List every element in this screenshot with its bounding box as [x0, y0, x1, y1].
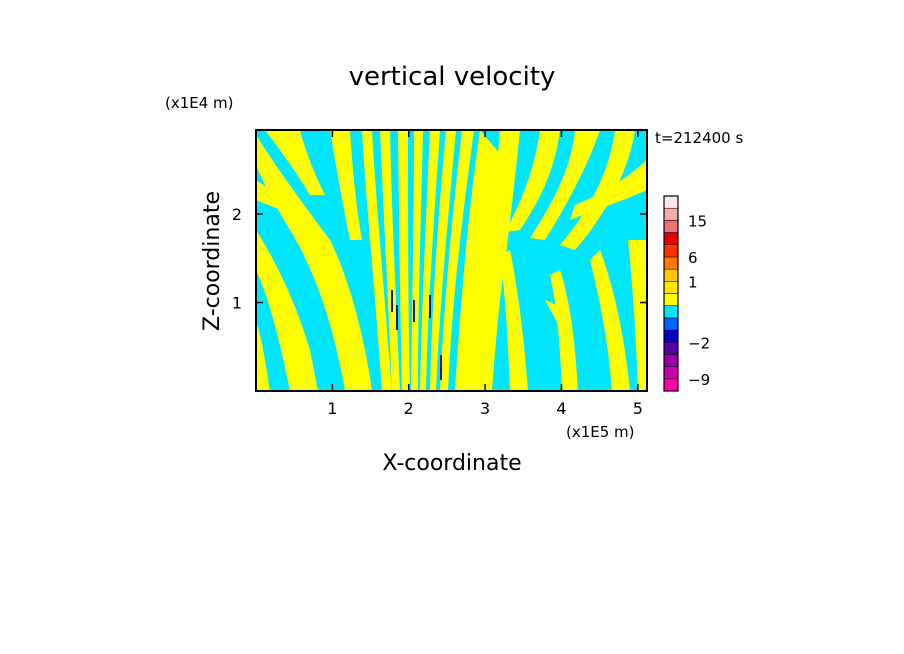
positive-velocity-band	[570, 160, 647, 220]
field-bands	[256, 130, 647, 391]
colorbar-segment	[663, 293, 679, 306]
positive-velocity-band	[500, 250, 528, 391]
colorbar-segment	[663, 195, 679, 209]
positive-velocity-band	[330, 130, 362, 240]
colorbar-segment	[663, 232, 679, 245]
colorbar-tick-label: 6	[688, 249, 698, 267]
plot-area	[256, 130, 647, 391]
colorbar-segment	[663, 281, 679, 294]
y-scale-label: (x1E4 m)	[165, 94, 234, 112]
colorbar-segment	[663, 317, 679, 331]
x-tick-label: 3	[480, 399, 490, 418]
colorbar-segment	[663, 268, 679, 282]
positive-velocity-band	[362, 130, 392, 391]
positive-velocity-band	[265, 130, 325, 195]
positive-velocity-band	[256, 320, 270, 391]
colorbar-segment	[663, 220, 679, 233]
x-axis-label: X-coordinate	[382, 451, 521, 476]
colorbar-segment	[663, 207, 679, 221]
colorbar-tick-label: 1	[688, 273, 698, 291]
positive-velocity-band	[430, 130, 456, 391]
positive-velocity-band	[440, 130, 474, 391]
y-tick-label: 1	[232, 294, 242, 313]
positive-velocity-band	[478, 130, 520, 391]
colorbar-tick-label: 15	[688, 212, 707, 230]
x-tick-label: 4	[556, 399, 566, 418]
colorbar-frame	[663, 195, 679, 392]
positive-velocity-band	[628, 240, 647, 391]
colorbar-segment	[663, 378, 679, 392]
colorbar-segment	[663, 244, 679, 258]
y-tick-label: 2	[232, 205, 242, 224]
chart-title: vertical velocity	[349, 62, 556, 92]
x-axis: 1 2 3 4 5	[327, 130, 643, 418]
x-tick-label: 5	[633, 399, 643, 418]
colorbar-segment	[663, 354, 679, 367]
positive-velocity-band	[256, 230, 318, 391]
positive-velocity-band	[560, 130, 635, 250]
positive-velocity-band	[545, 300, 572, 330]
colorbar-segment	[663, 256, 679, 270]
positive-velocity-band	[398, 130, 410, 391]
positive-velocity-band	[455, 130, 505, 391]
y-axis: 12	[232, 205, 647, 313]
colorbar-tick-label: −9	[688, 371, 710, 389]
positive-velocity-band	[550, 270, 578, 391]
x-tick-label: 2	[404, 399, 414, 418]
colorbar-segment	[663, 329, 679, 343]
y-axis-label: Z-coordinate	[200, 191, 225, 331]
colorbar: 15 6 1 −2 −9	[663, 195, 710, 392]
positive-velocity-band	[505, 130, 560, 232]
x-tick-label: 1	[327, 399, 337, 418]
colorbar-segment	[663, 342, 679, 355]
colorbar-tick-label: −2	[688, 334, 710, 352]
plot-frame	[255, 129, 648, 392]
positive-velocity-band	[420, 130, 440, 391]
x-scale-label: (x1E5 m)	[566, 423, 635, 441]
positive-velocity-band	[256, 180, 300, 215]
colorbar-segment	[663, 366, 679, 380]
positive-velocity-band	[411, 130, 423, 391]
colorbar-segment	[663, 305, 679, 319]
positive-velocity-band	[530, 130, 600, 240]
positive-velocity-band	[590, 250, 630, 391]
positive-velocity-band	[380, 130, 400, 391]
time-label: t=212400 s	[655, 129, 743, 147]
